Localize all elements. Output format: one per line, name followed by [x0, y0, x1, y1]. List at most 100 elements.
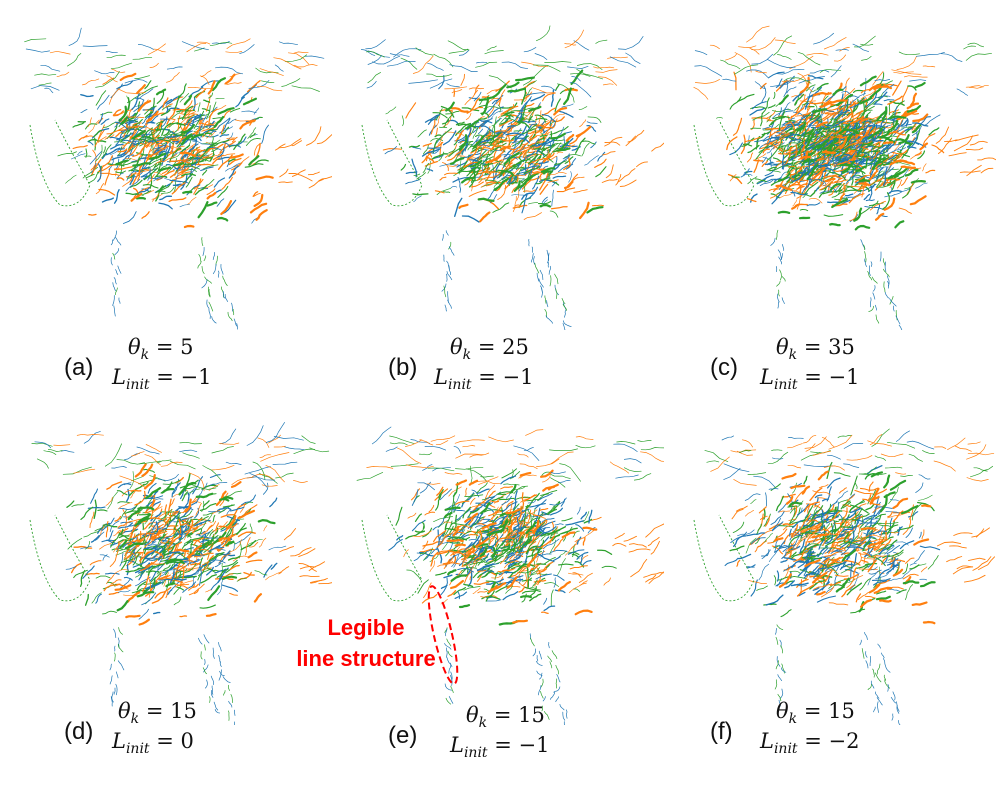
trajectory-line — [591, 516, 602, 521]
trajectory-line — [169, 562, 179, 571]
trajectory-line — [225, 461, 242, 465]
trajectory-line — [230, 539, 242, 553]
trajectory-line — [887, 171, 902, 180]
trajectory-line — [298, 563, 317, 572]
trajectory-line — [558, 563, 574, 566]
trajectory-line — [36, 458, 49, 469]
trajectory-line — [196, 41, 211, 45]
trajectory-line — [414, 513, 423, 523]
trajectory-line — [534, 262, 540, 274]
trajectory-line — [161, 536, 171, 541]
trajectory-line — [871, 276, 878, 284]
trajectory-line — [874, 95, 891, 99]
trajectory-line — [179, 151, 197, 158]
trajectory-line — [117, 177, 125, 181]
trajectory-line — [892, 150, 908, 162]
trajectory-line — [603, 577, 611, 586]
trajectory-line — [233, 503, 247, 516]
trajectory-line — [143, 190, 152, 195]
trajectory-line — [199, 566, 202, 586]
trajectory-line — [436, 550, 457, 555]
trajectory-line — [753, 159, 764, 162]
trajectory-line — [261, 124, 269, 144]
trajectory-line — [123, 516, 133, 521]
trajectory-line — [201, 535, 215, 553]
trajectory-line — [458, 604, 471, 609]
trajectory-line — [813, 91, 832, 97]
trajectory-line — [912, 113, 929, 123]
trajectory-line — [179, 449, 198, 453]
trajectory-line — [229, 107, 241, 113]
trajectory-line — [485, 134, 493, 138]
trajectory-line — [764, 137, 780, 148]
trajectory-line — [827, 134, 842, 141]
trajectory-line — [817, 157, 828, 161]
trajectory-line — [488, 436, 514, 443]
trajectory-line — [202, 246, 205, 256]
trajectory-line — [839, 47, 850, 52]
trajectory-line — [791, 536, 800, 550]
trajectory-line — [538, 508, 549, 512]
trajectory-line — [965, 147, 984, 151]
trajectory-line — [567, 156, 571, 169]
trajectory-line — [400, 163, 407, 171]
trajectory-line — [860, 89, 870, 94]
trajectory-line — [480, 501, 491, 515]
trajectory-line — [83, 530, 100, 538]
trajectory-line — [490, 582, 507, 591]
trajectory-line — [836, 533, 852, 540]
trajectory-line — [776, 68, 805, 75]
trajectory-line — [228, 165, 239, 179]
trajectory-line — [547, 172, 567, 176]
trajectory-line — [506, 532, 518, 537]
trajectory-line — [804, 552, 822, 563]
trajectory-line — [801, 101, 809, 106]
trajectory-line — [541, 705, 543, 712]
trajectory-line — [114, 515, 122, 522]
trajectory-line — [141, 188, 150, 192]
trajectory-line — [265, 571, 282, 581]
trajectory-line — [183, 224, 195, 229]
trajectory-line — [816, 595, 836, 603]
trajectory-line — [470, 170, 479, 183]
trajectory-line — [937, 137, 952, 155]
trajectory-line — [446, 657, 453, 668]
trajectory-line — [468, 179, 475, 188]
trajectory-line — [821, 547, 829, 555]
trajectory-line — [871, 154, 882, 170]
trajectory-line — [820, 127, 840, 133]
trajectory-line — [439, 541, 455, 545]
trajectory-line — [872, 170, 883, 178]
trajectory-line — [569, 565, 588, 570]
trajectory-line — [854, 224, 871, 231]
trajectory-line — [166, 72, 180, 83]
trajectory-line — [129, 113, 141, 123]
trajectory-line — [113, 628, 117, 638]
trajectory-line — [278, 181, 293, 184]
trajectory-line — [810, 112, 821, 121]
trajectory-line — [551, 189, 554, 207]
trajectory-line — [511, 194, 528, 196]
trajectory-line — [567, 65, 589, 69]
trajectory-line — [529, 503, 546, 508]
trajectory-line — [737, 529, 755, 537]
trajectory-line — [831, 198, 849, 209]
panel-label-a: (a) — [64, 354, 94, 381]
trajectory-line — [831, 120, 841, 127]
trajectory-line — [117, 265, 122, 274]
trajectory-line — [471, 184, 474, 192]
trajectory-line — [216, 216, 229, 222]
trajectory-line — [247, 551, 258, 559]
trajectory-line — [495, 89, 506, 105]
trajectory-line — [476, 563, 494, 572]
trajectory-line — [853, 124, 865, 131]
trajectory-line — [179, 93, 190, 103]
trajectory-line — [531, 573, 548, 576]
trajectory-line — [849, 140, 857, 145]
trajectory-line — [869, 514, 882, 530]
trajectory-line — [439, 532, 445, 541]
trajectory-line — [827, 134, 836, 151]
trajectory-line — [528, 517, 541, 524]
trajectory-line — [759, 179, 774, 186]
trajectory-line — [143, 474, 156, 490]
